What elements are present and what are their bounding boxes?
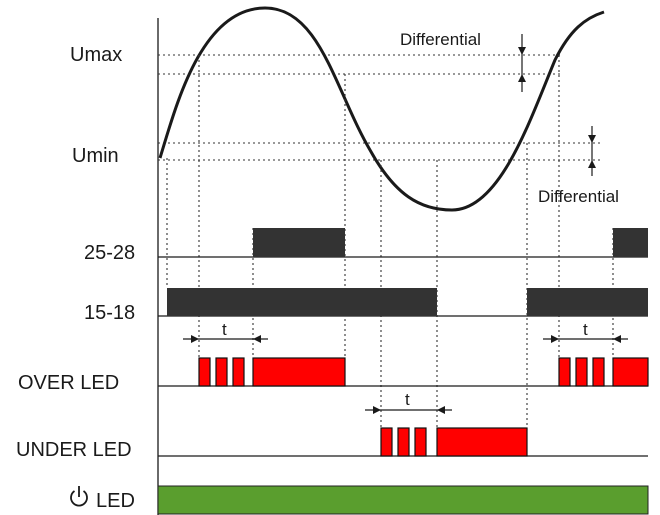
- delay-arrowhead-over-2-right: [551, 335, 559, 343]
- over-led-blink-1: [198, 357, 211, 387]
- power-led-on-bar: [157, 485, 649, 515]
- under-led-blink-1: [380, 427, 393, 457]
- over-led-blink-2: [215, 357, 228, 387]
- over-led-blink-3: [232, 357, 245, 387]
- over-led-blink-6: [592, 357, 605, 387]
- delay-arrowhead-under-left: [437, 406, 445, 414]
- relay-15-18-on-1: [167, 288, 437, 316]
- relay-25-28-on-2: [613, 228, 648, 257]
- delay-label-over-2: t: [583, 320, 588, 339]
- row-label-under-led: UNDER LED: [16, 439, 132, 461]
- delay-label-under: t: [405, 390, 410, 409]
- differential-label-bottom: Differential: [538, 187, 619, 206]
- differential-arrowhead-top-down: [518, 47, 526, 55]
- delay-label-over-1: t: [222, 320, 227, 339]
- differential-label-top: Differential: [400, 30, 481, 49]
- row-label-power-led: LED: [96, 490, 135, 512]
- delay-arrowhead-over-1-left: [253, 335, 261, 343]
- over-led-steady-2: [612, 357, 649, 387]
- under-led-blink-3: [414, 427, 427, 457]
- row-label-25-28: 25-28: [84, 242, 135, 264]
- under-led-steady: [436, 427, 528, 457]
- delay-arrowhead-over-2-left: [613, 335, 621, 343]
- over-led-blink-5: [575, 357, 588, 387]
- differential-arrowhead-bottom-up: [588, 160, 596, 168]
- over-led-steady-1: [252, 357, 346, 387]
- under-led-blink-2: [397, 427, 410, 457]
- relay-25-28-on-1: [253, 228, 345, 257]
- delay-arrowhead-under-right: [373, 406, 381, 414]
- umin-label: Umin: [72, 145, 119, 167]
- relay-15-18-on-2: [527, 288, 648, 316]
- row-label-15-18: 15-18: [84, 302, 135, 324]
- differential-arrowhead-bottom-down: [588, 135, 596, 143]
- power-icon: [70, 486, 88, 507]
- differential-arrowhead-top-up: [518, 74, 526, 82]
- umax-label: Umax: [70, 44, 122, 66]
- row-label-over-led: OVER LED: [18, 372, 119, 394]
- delay-arrowhead-over-1-right: [191, 335, 199, 343]
- over-led-blink-4: [558, 357, 571, 387]
- voltage-curve: [158, 6, 605, 212]
